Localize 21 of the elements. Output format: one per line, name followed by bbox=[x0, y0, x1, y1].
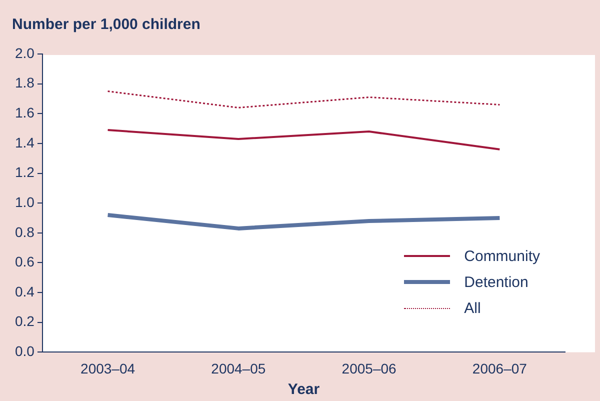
y-tick-label: 2.0 bbox=[14, 44, 35, 61]
x-tick-label: 2003–04 bbox=[80, 360, 136, 376]
y-tick-label: 0.6 bbox=[14, 254, 35, 270]
y-tick-label: 0.2 bbox=[14, 313, 35, 330]
line-series bbox=[107, 90, 500, 108]
legend-label: All bbox=[464, 300, 481, 316]
chart-title: Number per 1,000 children bbox=[12, 16, 200, 34]
y-tick-label: 1.2 bbox=[14, 164, 35, 180]
y-tick-label: 0.0 bbox=[14, 343, 35, 360]
y-tick-label: 1.4 bbox=[14, 134, 35, 150]
y-tick-label: 1.8 bbox=[14, 74, 35, 91]
x-tick-label: 2006–07 bbox=[472, 360, 528, 376]
x-axis-title: Year bbox=[288, 381, 320, 398]
y-tick-label: 1.0 bbox=[14, 194, 35, 210]
x-tick-label: 2005–06 bbox=[342, 360, 397, 376]
legend-label: Detention bbox=[464, 274, 528, 290]
y-tick-label: 1.6 bbox=[14, 104, 35, 120]
legend-label: Community bbox=[464, 248, 540, 264]
y-tick-label: 0.8 bbox=[14, 224, 35, 240]
x-tick-label: 2004–05 bbox=[211, 360, 266, 376]
y-tick-label: 0.4 bbox=[14, 283, 35, 300]
